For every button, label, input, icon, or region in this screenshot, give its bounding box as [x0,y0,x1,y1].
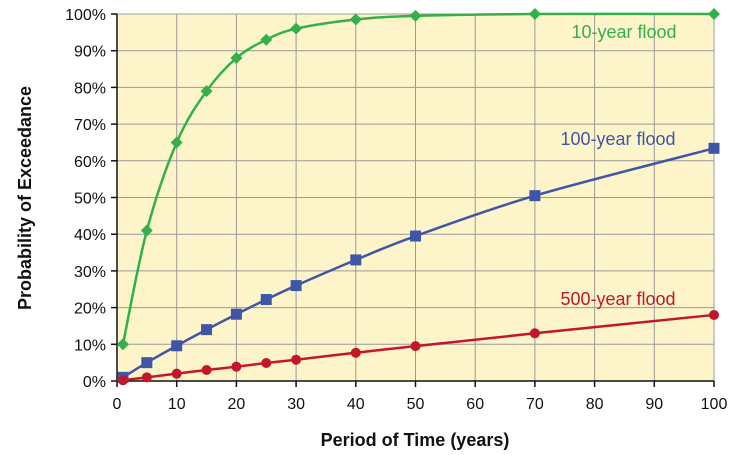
series-labels: 10-year flood 100-year flood 500-year fl… [560,22,676,309]
data-point-10-year-flood [200,85,213,98]
data-point-100-year-flood [529,190,541,202]
data-point-10-year-flood [230,52,243,65]
y-tick-label: 30% [74,264,106,281]
data-point-500-year-flood [201,364,212,375]
data-point-500-year-flood [171,368,182,379]
data-point-10-year-flood [409,9,422,22]
y-tick-label: 10% [74,337,106,354]
y-tick-label: 50% [74,191,106,208]
x-tick-label: 50 [407,396,425,413]
x-tick-label: 90 [645,396,663,413]
data-point-10-year-flood [140,224,153,237]
data-point-10-year-flood [708,8,720,20]
series-label-500-year-flood: 500-year flood [560,289,675,309]
data-point-10-year-flood [170,136,183,149]
x-tick-label: 40 [347,396,365,413]
y-tick-label: 90% [74,44,106,61]
data-point-10-year-flood [260,33,273,46]
data-point-500-year-flood [529,328,540,339]
y-tick-label: 60% [74,154,106,171]
data-point-100-year-flood [230,308,242,320]
x-tick-label: 80 [586,396,604,413]
data-point-500-year-flood [350,347,361,358]
series [116,8,720,386]
x-axis-title: Period of Time (years) [321,430,510,450]
data-point-100-year-flood [708,142,720,154]
ticks: 0 10 20 30 40 50 60 70 80 90 100 0% 10% 20% 30% 40% 50% 6… [65,7,727,413]
data-point-100-year-flood [201,324,213,336]
data-point-100-year-flood [260,294,272,306]
data-point-500-year-flood [410,341,421,352]
data-point-10-year-flood [528,8,541,20]
y-tick-label: 70% [74,117,106,134]
x-tick-label: 10 [168,396,186,413]
data-point-500-year-flood [141,372,152,383]
data-point-10-year-flood [290,22,303,35]
data-point-100-year-flood [141,357,153,369]
x-tick-label: 0 [113,396,122,413]
series-500-year-flood [117,309,719,386]
data-point-10-year-flood [349,13,362,26]
data-point-10-year-flood [116,338,129,351]
data-point-100-year-flood [350,254,362,266]
y-axis-title: Probability of Exceedance [15,86,35,310]
data-point-100-year-flood [290,280,302,292]
y-tick-label: 40% [74,227,106,244]
y-tick-label: 80% [74,80,106,97]
x-tick-label: 60 [466,396,484,413]
series-10-year-flood [116,8,720,351]
data-point-500-year-flood [231,361,242,372]
x-tick-label: 70 [526,396,544,413]
data-point-100-year-flood [410,230,421,242]
data-point-500-year-flood [709,309,719,320]
data-point-500-year-flood [261,358,272,369]
series-label-100-year-flood: 100-year flood [560,129,675,149]
series-label-10-year-flood: 10-year flood [571,22,676,42]
data-point-500-year-flood [117,375,128,386]
y-tick-label: 100% [65,7,106,24]
x-tick-label: 20 [228,396,246,413]
x-tick-label: 100 [701,396,728,413]
x-tick-label: 30 [287,396,305,413]
data-point-100-year-flood [171,340,183,352]
y-tick-label: 20% [74,301,106,318]
y-tick-label: 0% [83,374,106,391]
data-point-500-year-flood [291,354,302,365]
